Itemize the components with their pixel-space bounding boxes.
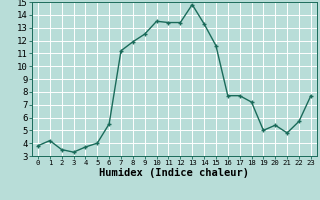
- X-axis label: Humidex (Indice chaleur): Humidex (Indice chaleur): [100, 168, 249, 178]
